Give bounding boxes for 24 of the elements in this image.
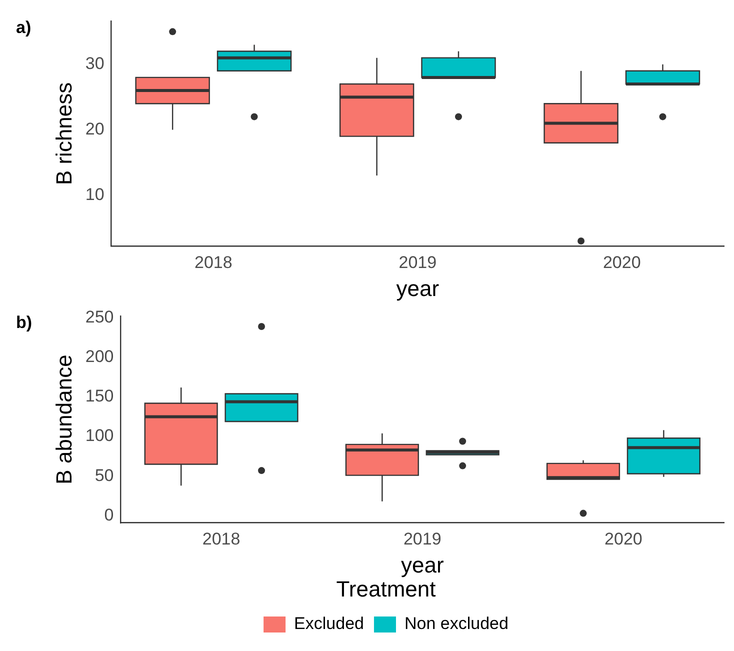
x-tick-label: 2019 (398, 253, 437, 272)
x-tick-label: 2020 (604, 530, 642, 549)
y-tick-label: 20 (85, 119, 104, 138)
x-tick-label: 2018 (202, 530, 240, 549)
text: a) (16, 18, 32, 38)
y-tick-label: 50 (94, 466, 114, 485)
legend-title: Treatment (336, 576, 436, 602)
x-tick-label: 2020 (602, 253, 641, 272)
y-tick-label: 30 (85, 54, 104, 74)
y-tick-label: 10 (85, 184, 104, 204)
text: b) (16, 313, 32, 332)
y-tick-label: 0 (104, 505, 114, 524)
x-tick-label: 2018 (194, 253, 232, 272)
y-axis-title: B richness (51, 82, 76, 186)
x-tick-label: 2019 (403, 530, 442, 549)
y-tick-label: 100 (85, 426, 114, 446)
legend-label: Non excluded (404, 614, 508, 634)
y-tick-label: 150 (85, 386, 114, 406)
y-tick-label: 250 (85, 307, 114, 326)
y-tick-label: 200 (85, 347, 114, 366)
legend-label: Excluded (294, 614, 364, 634)
y-axis-title: B abundance (51, 354, 76, 484)
x-axis-title: year (396, 276, 440, 301)
x-axis-title: year (400, 552, 444, 578)
